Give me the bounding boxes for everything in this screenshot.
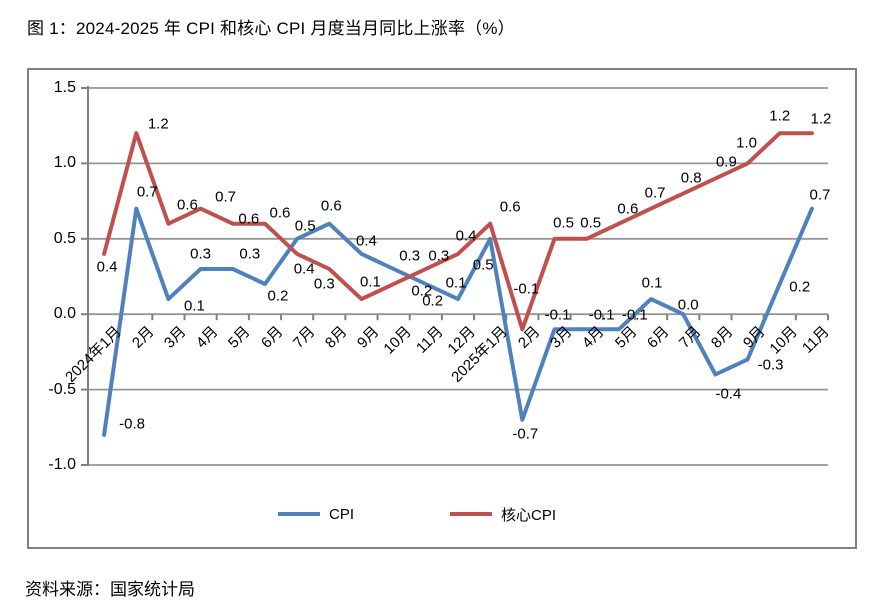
data-label-core-cpi: 0.1 bbox=[360, 273, 381, 291]
data-label-cpi: -0.1 bbox=[544, 306, 571, 324]
data-label-cpi: -0.7 bbox=[512, 425, 539, 443]
data-label-cpi: 0.2 bbox=[789, 278, 811, 296]
data-label-core-cpi: 0.7 bbox=[215, 188, 237, 206]
data-label-cpi: -0.8 bbox=[119, 415, 146, 433]
data-label-cpi: -0.1 bbox=[588, 306, 615, 324]
y-tick-label: 0.5 bbox=[53, 229, 76, 247]
data-label-core-cpi: 1.2 bbox=[810, 110, 832, 128]
data-label-core-cpi: 0.4 bbox=[293, 260, 315, 278]
data-label-core-cpi: 0.7 bbox=[644, 184, 666, 202]
data-label-core-cpi: 1.2 bbox=[769, 107, 791, 125]
data-label-cpi: 0.6 bbox=[320, 197, 342, 215]
y-tick-label: -1.0 bbox=[48, 456, 76, 473]
data-label-core-cpi: 0.6 bbox=[499, 198, 521, 216]
data-label-core-cpi: 1.2 bbox=[147, 115, 169, 133]
data-label-cpi: 0.2 bbox=[267, 287, 289, 305]
data-label-core-cpi: 0.3 bbox=[313, 275, 335, 293]
series-line-core-cpi bbox=[102, 131, 814, 332]
data-label-core-cpi: 0.4 bbox=[455, 227, 477, 245]
data-label-core-cpi: 0.4 bbox=[96, 258, 118, 276]
data-label-cpi: 0.1 bbox=[641, 274, 663, 292]
chart-frame bbox=[27, 68, 857, 549]
figure-title: 图 1：2024-2025 年 CPI 和核心 CPI 月度当月同比上涨率（%） bbox=[27, 19, 515, 38]
series-line-cpi bbox=[102, 206, 814, 437]
data-label-core-cpi: 0.2 bbox=[422, 292, 444, 310]
data-label-cpi: 0.3 bbox=[399, 247, 421, 265]
data-label-core-cpi: 0.8 bbox=[680, 169, 702, 187]
y-tick-label: 1.0 bbox=[53, 154, 76, 172]
data-label-cpi: -0.4 bbox=[715, 385, 742, 403]
legend-swatch-core-cpi bbox=[450, 512, 493, 516]
data-label-cpi: 0.7 bbox=[136, 183, 158, 201]
data-label-cpi: 0.5 bbox=[294, 217, 316, 235]
data-label-cpi: 0.0 bbox=[677, 296, 699, 314]
data-label-core-cpi: 0.6 bbox=[238, 210, 260, 228]
data-label-cpi: 0.3 bbox=[239, 245, 261, 263]
y-tick-label: -0.5 bbox=[48, 380, 76, 398]
data-label-cpi: 0.4 bbox=[356, 232, 377, 250]
y-tick-label: 1.5 bbox=[53, 79, 76, 96]
source-note: 资料来源：国家统计局 bbox=[25, 580, 195, 599]
data-label-cpi: 0.1 bbox=[445, 274, 467, 292]
data-label-cpi: 0.3 bbox=[190, 245, 212, 263]
legend-label-cpi: CPI bbox=[329, 505, 355, 523]
data-label-core-cpi: -0.1 bbox=[513, 280, 540, 298]
data-label-core-cpi: 0.5 bbox=[580, 214, 602, 232]
data-label-cpi: 0.5 bbox=[472, 256, 494, 274]
data-label-cpi: -0.3 bbox=[757, 356, 784, 374]
data-label-cpi: -0.1 bbox=[621, 306, 648, 324]
data-label-core-cpi: 0.6 bbox=[176, 196, 198, 214]
data-label-core-cpi: 0.3 bbox=[428, 247, 450, 265]
data-label-core-cpi: 0.5 bbox=[553, 214, 574, 232]
chart-legend: CPI 核心CPI bbox=[278, 503, 556, 525]
y-tick-label: 0.0 bbox=[53, 305, 76, 323]
legend-swatch-cpi bbox=[278, 512, 320, 516]
data-label-core-cpi: 0.6 bbox=[269, 204, 291, 222]
data-label-cpi: 0.2 bbox=[411, 282, 433, 300]
data-label-core-cpi: 0.9 bbox=[715, 153, 737, 171]
data-label-cpi: 0.7 bbox=[809, 186, 831, 204]
legend-label-core-cpi: 核心CPI bbox=[501, 506, 557, 524]
data-label-core-cpi: 0.6 bbox=[617, 200, 639, 218]
data-label-core-cpi: 1.0 bbox=[736, 134, 757, 152]
data-label-cpi: 0.1 bbox=[183, 297, 205, 315]
